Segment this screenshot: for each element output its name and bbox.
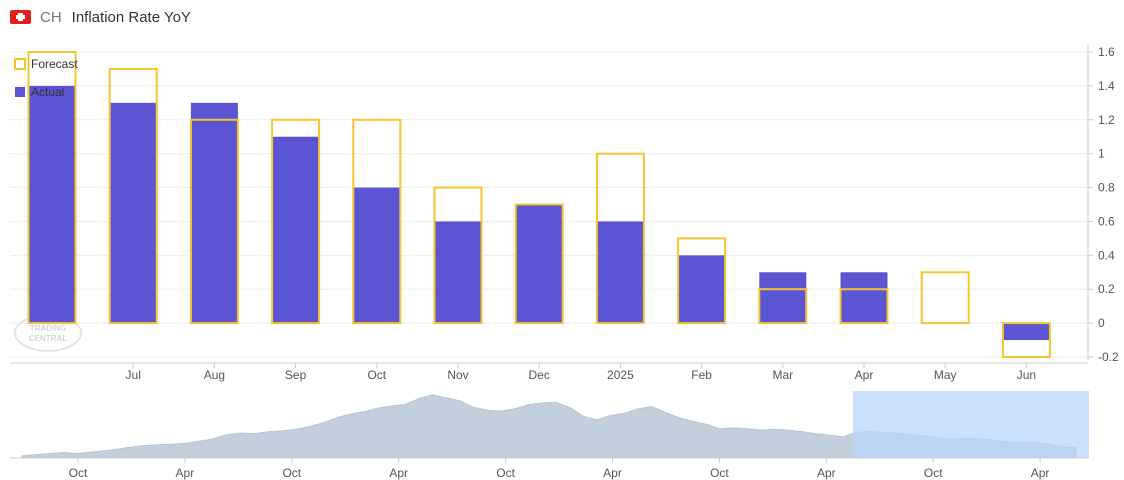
- watermark-text: TRADING: [30, 324, 66, 333]
- forecast-bar: [677, 237, 727, 325]
- actual-bar: [190, 102, 238, 324]
- navigator-x-label: Apr: [1031, 466, 1050, 480]
- legend-forecast-swatch[interactable]: [14, 58, 26, 70]
- x-tick-label: Nov: [447, 368, 468, 382]
- actual-bar: [272, 136, 320, 324]
- navigator-x-label: Oct: [282, 466, 301, 480]
- chart-title: Inflation Rate YoY: [71, 8, 191, 26]
- forecast-bar: [920, 271, 970, 325]
- actual-bar: [759, 272, 807, 324]
- navigator-x-label: Oct: [924, 466, 943, 480]
- actual-bar: [1002, 323, 1050, 341]
- navigator-x-label: Oct: [496, 466, 515, 480]
- forecast-bar: [433, 186, 483, 325]
- forecast-bar: [271, 118, 321, 325]
- navigator-x-label: Apr: [389, 466, 408, 480]
- y-tick-label: 1.4: [1098, 79, 1115, 93]
- x-tick-label: May: [934, 368, 957, 382]
- x-tick-label: Aug: [204, 368, 225, 382]
- y-tick-label: 1: [1098, 147, 1105, 161]
- navigator-x-label: Apr: [603, 466, 622, 480]
- chart-header: CH Inflation Rate YoY: [10, 6, 191, 28]
- x-tick-label: Mar: [772, 368, 793, 382]
- navigator-x-label: Oct: [69, 466, 88, 480]
- navigator-x-label: Apr: [176, 466, 195, 480]
- x-tick-label: Dec: [529, 368, 550, 382]
- y-tick-label: 1.6: [1098, 45, 1115, 59]
- forecast-bar: [27, 51, 77, 325]
- forecast-bar: [108, 67, 158, 325]
- actual-bar: [353, 187, 401, 324]
- x-tick-label: Apr: [855, 368, 874, 382]
- swiss-flag-icon: [10, 10, 31, 24]
- y-tick-label: 0: [1098, 316, 1105, 330]
- x-tick-label: Feb: [691, 368, 712, 382]
- y-tick-label: 0.6: [1098, 214, 1115, 228]
- legend-forecast-label: Forecast: [31, 57, 78, 71]
- y-tick-label: -0.2: [1098, 350, 1119, 364]
- actual-bar: [109, 102, 157, 324]
- watermark-text: CENTRAL: [29, 334, 67, 343]
- actual-bar: [678, 255, 726, 324]
- actual-bar: [596, 221, 644, 324]
- forecast-bar: [514, 203, 564, 325]
- navigator-selection-window[interactable]: [853, 391, 1089, 458]
- actual-bar: [840, 272, 888, 324]
- navigator-x-label: Oct: [710, 466, 729, 480]
- country-code: CH: [40, 8, 62, 26]
- forecast-bar: [595, 152, 645, 325]
- x-tick-label: Jul: [126, 368, 141, 382]
- legend-actual-label: Actual: [31, 85, 64, 99]
- y-tick-label: 0.4: [1098, 248, 1115, 262]
- y-tick-label: 1.2: [1098, 113, 1115, 127]
- forecast-bar: [839, 288, 889, 325]
- forecast-bar: [758, 288, 808, 325]
- x-tick-label: Sep: [285, 368, 307, 382]
- legend-actual-swatch[interactable]: [15, 87, 25, 97]
- x-tick-label: 2025: [607, 368, 634, 382]
- actual-bar: [515, 204, 563, 324]
- actual-bar: [434, 221, 482, 324]
- navigator-x-label: Apr: [817, 466, 836, 480]
- forecast-bar: [189, 118, 239, 325]
- y-tick-label: 0.2: [1098, 282, 1115, 296]
- x-tick-label: Oct: [367, 368, 386, 382]
- y-tick-label: 0.8: [1098, 181, 1115, 195]
- actual-bar: [28, 85, 76, 324]
- x-tick-label: Jun: [1017, 368, 1036, 382]
- forecast-bar: [352, 118, 402, 325]
- forecast-bar: [1001, 322, 1051, 359]
